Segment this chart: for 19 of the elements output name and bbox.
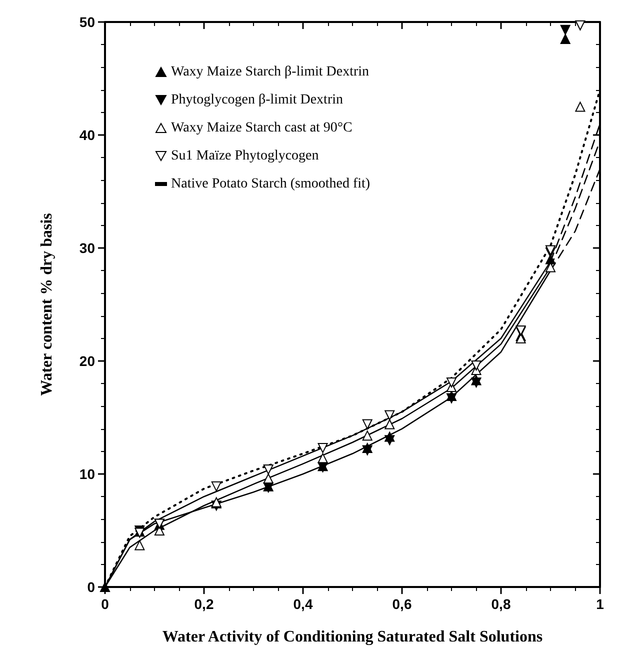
x-tick-label: 0,6	[392, 596, 412, 612]
y-tick-label: 0	[87, 579, 96, 595]
y-tick-label: 10	[79, 466, 96, 482]
x-tick-label: 0,4	[293, 596, 313, 612]
y-tick-label: 50	[79, 14, 96, 30]
y-tick-label: 20	[79, 353, 96, 369]
legend-label: Su1 Maïze Phytoglycogen	[171, 148, 319, 164]
x-axis-title: Water Activity of Conditioning Saturated Salt Solutions	[162, 628, 543, 646]
x-tick-label: 1	[596, 596, 604, 612]
legend-label: Waxy Maize Starch cast at 90°C	[171, 120, 352, 136]
x-tick-label: 0,2	[194, 596, 214, 612]
legend-label: Waxy Maize Starch β-limit Dextrin	[171, 64, 370, 80]
x-tick-label: 0,8	[491, 596, 511, 612]
x-tick-label: 0	[101, 596, 110, 612]
legend-label: Native Potato Starch (smoothed fit)	[171, 176, 370, 192]
y-tick-label: 30	[79, 240, 96, 256]
y-axis-title: Water content % dry basis	[38, 213, 56, 396]
y-tick-label: 40	[79, 127, 96, 143]
legend-label: Phytoglycogen β-limit Dextrin	[171, 92, 343, 108]
